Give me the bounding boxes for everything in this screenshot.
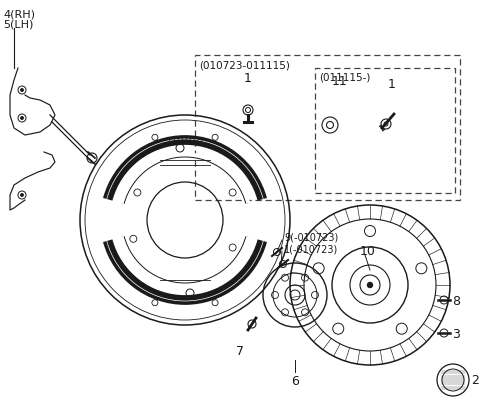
Circle shape xyxy=(21,88,24,92)
Text: (010723-011115): (010723-011115) xyxy=(199,60,290,70)
Text: 1: 1 xyxy=(244,72,252,85)
Text: 9(-010723): 9(-010723) xyxy=(284,233,338,243)
Text: 1: 1 xyxy=(388,78,396,91)
Text: 7: 7 xyxy=(236,345,244,358)
Text: 1(-010723): 1(-010723) xyxy=(284,244,338,254)
Text: 4(RH): 4(RH) xyxy=(3,10,35,20)
Text: (011115-): (011115-) xyxy=(319,73,371,83)
Text: 10: 10 xyxy=(360,245,376,258)
Text: 6: 6 xyxy=(291,375,299,388)
Circle shape xyxy=(368,282,372,288)
Circle shape xyxy=(21,116,24,120)
Text: 11: 11 xyxy=(332,75,348,88)
Text: 5(LH): 5(LH) xyxy=(3,20,34,30)
Text: 3: 3 xyxy=(452,328,460,341)
Text: 2: 2 xyxy=(471,374,479,387)
Circle shape xyxy=(21,194,24,196)
Text: 8: 8 xyxy=(452,295,460,308)
